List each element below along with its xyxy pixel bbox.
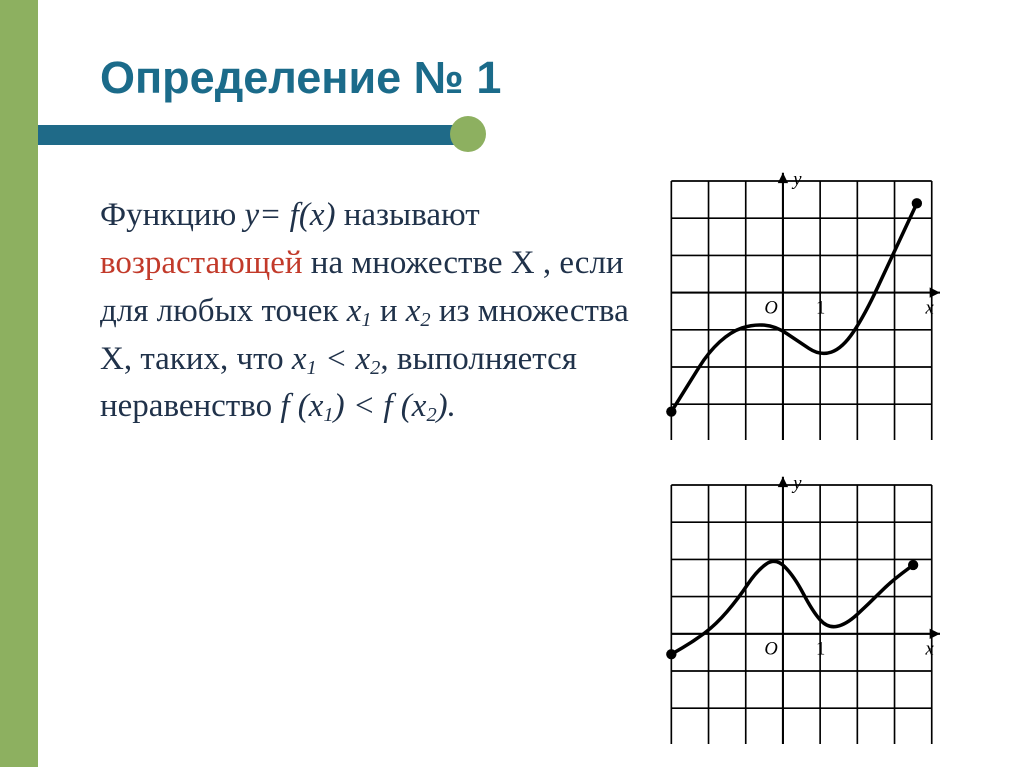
t-x2b-sub: 2 <box>370 357 380 379</box>
slide-body: Определение № 1 Функцию y= f(x) называют… <box>38 0 1024 767</box>
t-called: называют <box>335 197 479 233</box>
t-fx2c: ). <box>437 388 456 424</box>
svg-text:x: x <box>925 638 935 659</box>
t-x1-sub: 1 <box>361 309 371 331</box>
accent-stripe <box>0 0 38 767</box>
t-lt2: < <box>345 388 376 424</box>
t-fn: y= f(x) <box>245 197 336 233</box>
t-x2: x <box>406 293 421 329</box>
title-underline <box>100 118 994 150</box>
underline-dot <box>450 116 486 152</box>
definition-text: Функцию y= f(x) называют возрастающей на… <box>100 170 643 744</box>
graph-bottom: O 1 x y <box>661 474 971 744</box>
t-fx2: f (x <box>375 388 426 424</box>
content-row: Функцию y= f(x) называют возрастающей на… <box>100 170 994 744</box>
graphs-column: O 1 x y O 1 x y <box>661 170 994 744</box>
svg-text:y: y <box>791 474 802 494</box>
svg-text:O: O <box>765 297 778 318</box>
underline-bar <box>38 125 468 145</box>
t-and: и <box>372 293 406 329</box>
t-x1: x <box>347 293 362 329</box>
svg-text:y: y <box>791 170 802 190</box>
title-row: Определение № 1 <box>100 52 994 104</box>
svg-text:O: O <box>765 638 778 659</box>
svg-text:1: 1 <box>816 638 825 659</box>
t-increasing: возрастающей <box>100 245 303 281</box>
graph-top: O 1 x y <box>661 170 971 440</box>
t-fx2-sub: 2 <box>426 404 436 426</box>
t-x2b: x <box>356 341 371 377</box>
svg-text:x: x <box>925 297 935 318</box>
t-x1b: x <box>292 341 307 377</box>
t-lead: Функцию <box>100 197 245 233</box>
t-lt: < <box>317 341 356 377</box>
slide-title: Определение № 1 <box>100 52 994 104</box>
t-x1b-sub: 1 <box>307 357 317 379</box>
t-fx1c: ) <box>334 388 345 424</box>
svg-text:1: 1 <box>816 297 825 318</box>
definition-paragraph: Функцию y= f(x) называют возрастающей на… <box>100 192 643 431</box>
t-x2-sub: 2 <box>420 309 430 331</box>
t-fx1: f (x <box>280 388 323 424</box>
t-fx1-sub: 1 <box>323 404 333 426</box>
